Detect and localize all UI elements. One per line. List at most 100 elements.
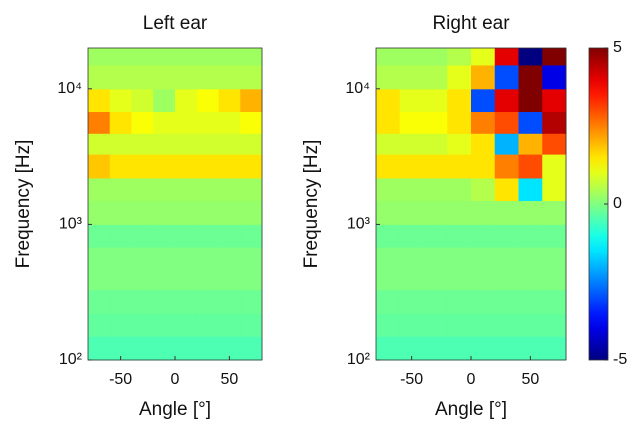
- heatmap-cell: [447, 247, 472, 270]
- heatmap-cell: [196, 289, 219, 315]
- heatmap-cell: [542, 224, 567, 248]
- heatmap-cell: [218, 336, 241, 361]
- heatmap-cell: [494, 247, 519, 270]
- heatmap-cell: [88, 200, 111, 225]
- heatmap-cell: [542, 111, 567, 134]
- heatmap-cell: [131, 88, 154, 113]
- heatmap-cell: [447, 48, 472, 66]
- heatmap-cell: [175, 177, 198, 202]
- heatmap-cell: [542, 154, 567, 179]
- heatmap-cell: [88, 336, 111, 361]
- heatmap-cell: [218, 64, 241, 90]
- heatmap-cell: [153, 336, 176, 361]
- heatmap-cell: [376, 48, 401, 66]
- heatmap-cell: [109, 224, 132, 248]
- heatmap-cell: [518, 64, 543, 90]
- heatmap-cell: [109, 48, 132, 66]
- heatmap-cell: [218, 200, 241, 225]
- colorbar-tick-label: -5: [613, 351, 627, 368]
- heatmap-cell: [471, 313, 496, 337]
- y-axis-label: Frequency [Hz]: [13, 140, 34, 269]
- heatmap-cell: [494, 336, 519, 361]
- heatmap-cell: [88, 313, 111, 337]
- x-tick-label: -50: [109, 371, 132, 388]
- heatmap-cell: [88, 154, 111, 179]
- heatmap-cell: [399, 224, 424, 248]
- heatmap-cell: [109, 268, 132, 291]
- heatmap-cell: [196, 247, 219, 270]
- heatmap-cell: [196, 200, 219, 225]
- heatmap-cell: [88, 48, 111, 66]
- heatmap-cell: [471, 64, 496, 90]
- heatmap-cell: [423, 200, 448, 225]
- heatmap-cell: [131, 64, 154, 90]
- heatmap-cell: [471, 336, 496, 361]
- heatmap-cell: [542, 133, 567, 155]
- heatmap-cell: [471, 289, 496, 315]
- colorbar-tick-label: 0: [613, 195, 622, 212]
- heatmap-cell: [518, 133, 543, 155]
- heatmap-cell: [240, 177, 263, 202]
- heatmap-cell: [175, 111, 198, 134]
- heatmap-cell: [153, 154, 176, 179]
- heatmap-cell: [175, 268, 198, 291]
- heatmap-cell: [196, 111, 219, 134]
- heatmap-cell: [447, 313, 472, 337]
- heatmap-cell: [196, 48, 219, 66]
- heatmap-cell: [218, 133, 241, 155]
- heatmap-cell: [131, 247, 154, 270]
- heatmap-cell: [196, 336, 219, 361]
- heatmap-cell: [153, 224, 176, 248]
- heatmap-cell: [423, 313, 448, 337]
- heatmap-cell: [471, 200, 496, 225]
- heatmap-cell: [423, 177, 448, 202]
- heatmap-cell: [399, 111, 424, 134]
- heatmap-cell: [376, 313, 401, 337]
- heatmap-cell: [88, 268, 111, 291]
- heatmap-cell: [131, 111, 154, 134]
- heatmap-cell: [494, 289, 519, 315]
- heatmap-cell: [423, 289, 448, 315]
- heatmap-cell: [376, 336, 401, 361]
- heatmap-cell: [175, 247, 198, 270]
- heatmap-cell: [518, 289, 543, 315]
- heatmap-cell: [494, 64, 519, 90]
- heatmap-cell: [218, 268, 241, 291]
- heatmap-cell: [376, 154, 401, 179]
- heatmap-cell: [218, 247, 241, 270]
- x-tick-label: 50: [220, 371, 238, 388]
- heatmap-cell: [518, 268, 543, 291]
- heatmap-cell: [240, 154, 263, 179]
- y-tick-label: 10³: [347, 216, 371, 233]
- heatmap-cell: [218, 289, 241, 315]
- x-axis-label: Angle [°]: [139, 399, 211, 420]
- heatmap-cell: [447, 289, 472, 315]
- heatmap-cell: [447, 64, 472, 90]
- heatmap-cell: [175, 313, 198, 337]
- heatmap-cell: [131, 336, 154, 361]
- heatmap-cell: [376, 177, 401, 202]
- heatmap-cell: [218, 88, 241, 113]
- heatmap-cell: [175, 48, 198, 66]
- heatmap-cell: [471, 177, 496, 202]
- heatmap-cell: [423, 133, 448, 155]
- heatmap-cell: [175, 133, 198, 155]
- heatmap-cell: [153, 268, 176, 291]
- heatmap-cell: [240, 111, 263, 134]
- heatmap-cell: [88, 224, 111, 248]
- heatmap-cell: [399, 133, 424, 155]
- heatmap-cell: [542, 313, 567, 337]
- heatmap-cell: [131, 154, 154, 179]
- heatmap-cell: [471, 247, 496, 270]
- heatmap-cell: [376, 133, 401, 155]
- heatmap-cell: [88, 247, 111, 270]
- heatmap-cell: [518, 247, 543, 270]
- heatmap-cell: [399, 48, 424, 66]
- heatmap-cell: [240, 64, 263, 90]
- heatmap-cell: [423, 154, 448, 179]
- heatmap-cell: [542, 336, 567, 361]
- y-tick-label: 10²: [59, 351, 83, 368]
- heatmap-cell: [399, 289, 424, 315]
- heatmap-cell: [494, 48, 519, 66]
